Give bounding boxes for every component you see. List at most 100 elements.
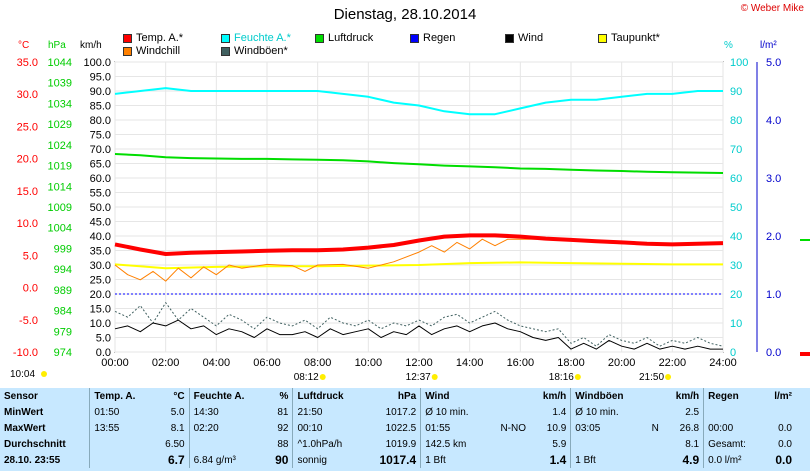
stats-cell-w-time: 01:55 [420, 420, 488, 436]
stats-cell-r-time: 0.0 l/m² [703, 452, 763, 468]
stats-cell-t-val: 6.7 [167, 453, 185, 467]
stats-header-rain-unit: l/m² [774, 390, 792, 402]
kmh-tick-label: 85.0 [90, 101, 111, 113]
temp-tick-label: 25.0 [17, 121, 38, 133]
stats-cell-label: MinWert [4, 406, 44, 418]
stats-cell-w-time: 142.5 km [420, 436, 488, 452]
stats-cell-h-time [188, 436, 265, 452]
pct-tick-label: 70 [730, 144, 742, 156]
kmh-tick-label: 65.0 [90, 159, 111, 171]
stats-cell-t-time [89, 436, 154, 452]
pct-tick-label: 10 [730, 318, 742, 330]
temp-tick-label: 30.0 [17, 89, 38, 101]
stats-row: 28.10. 23:55 6.7 6.84 g/m³ 90 sonnig 1017.4 1 … [0, 452, 796, 468]
stats-header-gust-unit: km/h [675, 390, 700, 402]
kmh-tick-label: 80.0 [90, 115, 111, 127]
stats-cell-label: MaxWert [4, 422, 46, 434]
pct-tick-label: 0 [730, 347, 736, 359]
legend-item: Taupunkt* [598, 32, 660, 44]
hpa-axis-unit: hPa [48, 40, 66, 51]
x-tick-label: 10:00 [355, 357, 383, 369]
hpa-tick-label: 989 [54, 285, 72, 297]
sun-marker-icon [574, 374, 581, 380]
legend-item: Regen [410, 32, 455, 44]
legend-item: Feuchte A.* [221, 32, 291, 44]
stats-cell-g-val: 2.5 [685, 406, 700, 418]
x-tick-label: 18:00 [557, 357, 585, 369]
stats-cell-h-val: 81 [277, 406, 289, 418]
legend-label: Luftdruck [328, 32, 374, 44]
temp-tick-label: 35.0 [17, 57, 38, 69]
stats-cell-h-val: 92 [277, 422, 289, 434]
kmh-tick-label: 60.0 [90, 173, 111, 185]
temp-tick-label: 15.0 [17, 186, 38, 198]
stats-cell-w-val: 1.4 [552, 406, 567, 418]
x-tick-label: 24:00 [709, 357, 737, 369]
sun-marker-icon [41, 371, 47, 377]
x-tick-label: 06:00 [253, 357, 281, 369]
legend-label: Feuchte A.* [234, 32, 291, 44]
stats-cell-h-val: 90 [275, 453, 289, 467]
hpa-tick-label: 1014 [48, 181, 72, 193]
pct-tick-label: 100 [730, 57, 748, 69]
pct-tick-label: 60 [730, 173, 742, 185]
stats-cell-g-dir [643, 404, 663, 420]
stats-cell-r-val: 0.0 [778, 422, 792, 434]
sun-marker-icon [319, 374, 326, 380]
hpa-tick-label: 1019 [48, 161, 72, 173]
hpa-tick-label: 1004 [48, 223, 72, 235]
x-tick-label: 14:00 [456, 357, 484, 369]
lm2-tick-label: 1.0 [766, 289, 781, 301]
legend-item: Windböen* [221, 45, 288, 57]
kmh-tick-label: 30.0 [90, 260, 111, 272]
stats-cell-h-time: 14:30 [188, 404, 265, 420]
temp-tick-label: -10.0 [13, 347, 38, 359]
temp-tick-label: 5.0 [23, 250, 38, 262]
stats-cell-r-time [703, 404, 763, 420]
temp-axis-unit: °C [18, 40, 30, 51]
legend-swatch [505, 33, 514, 43]
hpa-tick-label: 1029 [48, 119, 72, 131]
stats-header-hum-unit: % [279, 390, 289, 402]
legend-label: Regen [423, 32, 456, 44]
legend-item: Windchill [123, 45, 180, 57]
legend-swatch [598, 33, 607, 43]
stats-header-press: Luftdruck [292, 388, 363, 404]
time-marker-label: 10:04 [10, 369, 35, 380]
copyright-link[interactable]: © Weber Mike [740, 3, 804, 14]
stats-cell-r-val: 0.0 [778, 438, 792, 450]
kmh-tick-label: 50.0 [90, 202, 111, 214]
series-line-feuchte-a [114, 87, 723, 116]
kmh-tick-label: 75.0 [90, 130, 111, 142]
series-line-temp-a [114, 233, 724, 256]
legend-label: Windböen* [234, 45, 288, 57]
hpa-tick-label: 1044 [48, 57, 72, 69]
chart-title: Dienstag, 28.10.2014 [333, 6, 477, 23]
stats-cell-g-val: 4.9 [682, 453, 700, 467]
kmh-tick-label: 90.0 [90, 86, 111, 98]
kmh-tick-label: 100.0 [83, 57, 111, 69]
stats-cell-p-time: 00:10 [292, 420, 363, 436]
kmh-tick-label: 15.0 [90, 304, 111, 316]
pct-tick-label: 90 [730, 86, 742, 98]
stats-cell-g-dir: N [651, 422, 659, 434]
hpa-tick-label: 1009 [48, 202, 72, 214]
temp-tick-label: 10.0 [17, 218, 38, 230]
stats-header-rain: Regen [703, 388, 763, 404]
stats-cell-g-time: Ø 10 min. [570, 404, 644, 420]
kmh-tick-label: 45.0 [90, 217, 111, 229]
sun-marker-icon [665, 374, 672, 380]
series-line-wind [114, 319, 723, 350]
hpa-tick-label: 984 [54, 306, 72, 318]
temp-tick-label: 20.0 [17, 154, 38, 166]
x-tick-label: 08:00 [304, 357, 332, 369]
stats-header-hum: Feuchte A. [188, 388, 265, 404]
x-tick-label: 22:00 [659, 357, 687, 369]
stats-cell-g-val: 26.8 [679, 422, 700, 434]
series-line-luftdruck [114, 153, 724, 174]
legend-swatch [410, 33, 419, 43]
time-marker-label: 12:37 [406, 372, 431, 383]
legend-swatch [221, 46, 230, 56]
stats-row: MinWert 01:50 5.0 14:30 81 21:50 1017.2 Ø 10 mi… [0, 404, 796, 420]
kmh-tick-label: 55.0 [90, 188, 111, 200]
